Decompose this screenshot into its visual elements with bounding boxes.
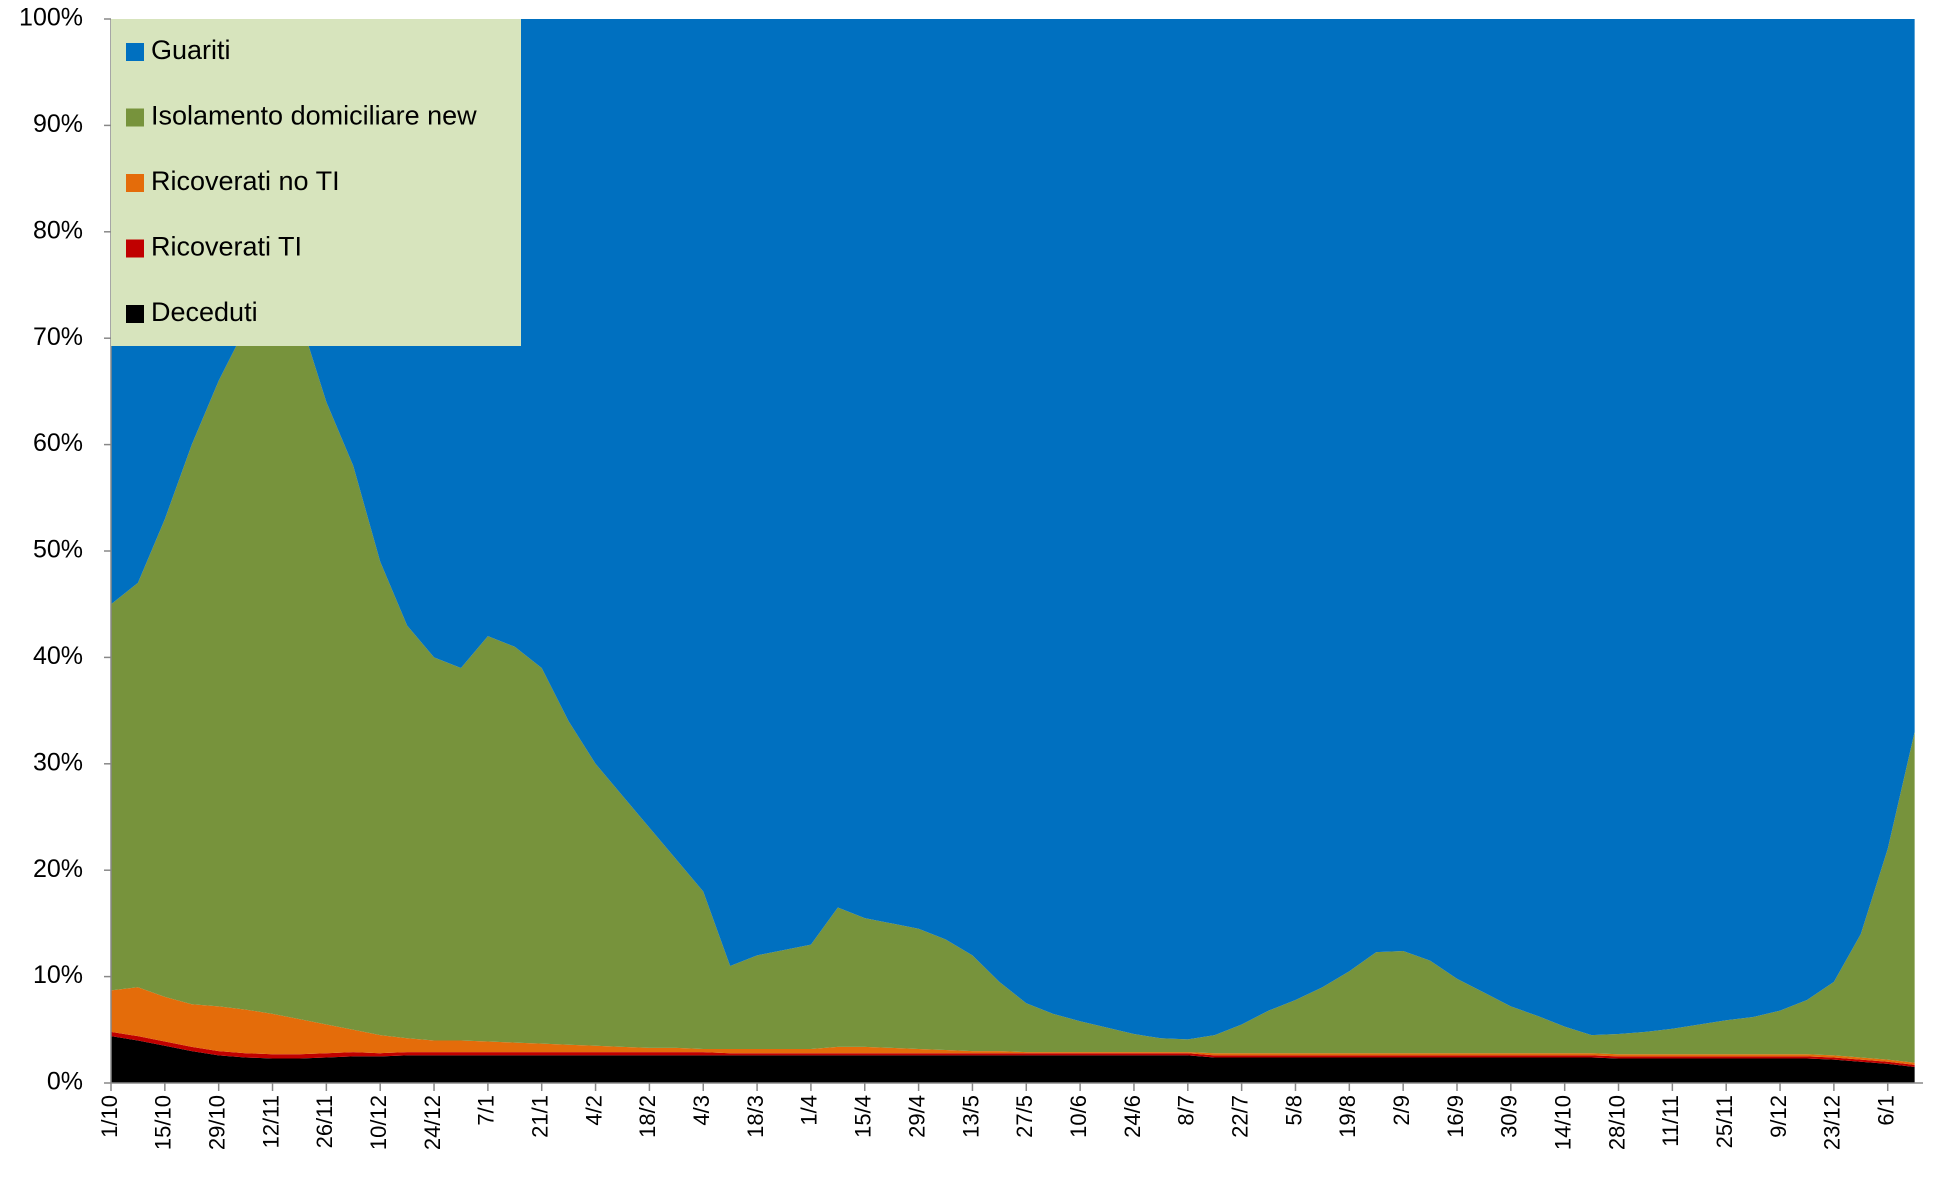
x-tick-label: 21/1 bbox=[528, 1095, 553, 1138]
area bbox=[111, 1036, 1915, 1083]
legend-swatch bbox=[126, 43, 144, 61]
x-tick-label: 16/9 bbox=[1443, 1095, 1468, 1138]
area bbox=[111, 987, 1915, 1065]
x-tick-label: 29/10 bbox=[204, 1095, 229, 1150]
x-tick-label: 23/12 bbox=[1820, 1095, 1845, 1150]
x-tick-label: 13/5 bbox=[958, 1095, 983, 1138]
x-tick-label: 28/10 bbox=[1604, 1095, 1629, 1150]
x-tick-label: 29/4 bbox=[904, 1095, 929, 1138]
x-tick-label: 30/9 bbox=[1497, 1095, 1522, 1138]
legend-swatch bbox=[126, 239, 144, 258]
y-tick-label: 80% bbox=[33, 216, 83, 244]
x-tick-label: 14/10 bbox=[1550, 1095, 1575, 1150]
y-tick-label: 70% bbox=[33, 323, 83, 351]
x-tick-label: 2/9 bbox=[1389, 1095, 1414, 1126]
legend-swatch bbox=[126, 305, 144, 323]
area bbox=[111, 295, 1915, 1063]
x-tick-label: 15/10 bbox=[151, 1095, 176, 1150]
x-tick-label: 22/7 bbox=[1227, 1095, 1252, 1138]
y-tick-label: 10% bbox=[33, 961, 83, 989]
x-tick-label: 25/11 bbox=[1712, 1095, 1737, 1148]
area bbox=[111, 19, 1915, 1040]
x-tick-label: 8/7 bbox=[1174, 1095, 1199, 1126]
x-tick-label: 6/1 bbox=[1874, 1095, 1899, 1126]
x-tick-label: 4/3 bbox=[689, 1095, 714, 1126]
legend-swatch bbox=[126, 174, 144, 192]
y-tick-label: 0% bbox=[47, 1068, 83, 1096]
y-tick-label: 20% bbox=[33, 855, 83, 883]
x-tick-label: 24/6 bbox=[1120, 1095, 1145, 1138]
x-tick-label: 5/8 bbox=[1281, 1095, 1306, 1126]
legend-label: Guariti bbox=[151, 35, 231, 65]
x-tick-label: 18/2 bbox=[635, 1095, 660, 1138]
x-tick-label: 15/4 bbox=[851, 1095, 876, 1138]
legend-label: Ricoverati no TI bbox=[151, 166, 340, 196]
y-tick-label: 40% bbox=[33, 642, 83, 670]
y-tick-label: 60% bbox=[33, 429, 83, 457]
x-tick-label: 1/4 bbox=[797, 1095, 822, 1126]
x-tick-label: 7/1 bbox=[474, 1095, 499, 1126]
x-tick-label: 24/12 bbox=[420, 1095, 445, 1150]
x-tick-label: 9/12 bbox=[1766, 1095, 1791, 1138]
x-tick-label: 10/6 bbox=[1066, 1095, 1091, 1138]
x-tick-label: 26/11 bbox=[312, 1095, 337, 1148]
legend-label: Isolamento domiciliare new bbox=[151, 101, 477, 131]
legend-box bbox=[111, 19, 521, 346]
x-tick-label: 1/10 bbox=[97, 1095, 122, 1138]
legend-swatch bbox=[126, 108, 144, 127]
x-tick-label: 4/2 bbox=[581, 1095, 606, 1126]
x-tick-label: 27/5 bbox=[1012, 1095, 1037, 1138]
legend-label: Deceduti bbox=[151, 297, 258, 327]
x-tick-label: 10/12 bbox=[366, 1095, 391, 1150]
y-tick-label: 100% bbox=[19, 4, 83, 32]
y-tick-label: 50% bbox=[33, 536, 83, 564]
y-tick-label: 90% bbox=[33, 110, 83, 138]
x-tick-label: 11/11 bbox=[1658, 1095, 1683, 1147]
x-tick-label: 12/11 bbox=[258, 1095, 283, 1148]
x-tick-label: 18/3 bbox=[743, 1095, 768, 1138]
legend-label: Ricoverati TI bbox=[151, 232, 302, 262]
x-tick-label: 19/8 bbox=[1335, 1095, 1360, 1138]
y-tick-label: 30% bbox=[33, 748, 83, 776]
